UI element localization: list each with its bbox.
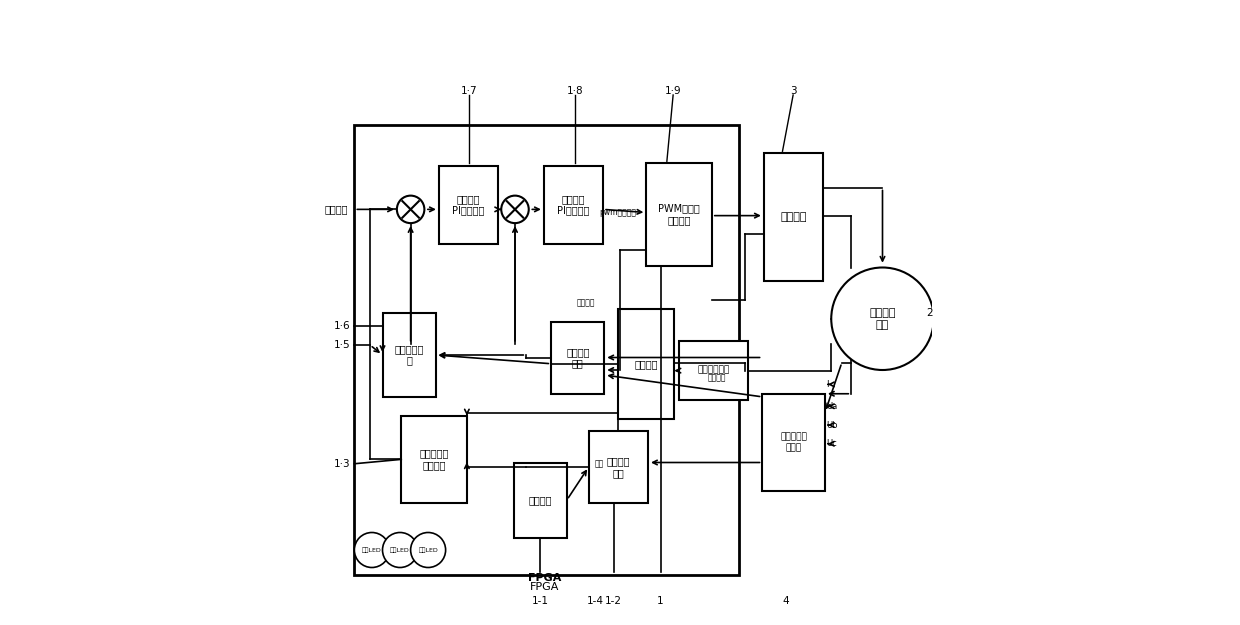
Text: 换相信号: 换相信号 <box>577 299 595 308</box>
Text: 滤波模块: 滤波模块 <box>635 359 658 369</box>
Text: 第一LED: 第一LED <box>362 548 382 552</box>
Text: 检测模块: 检测模块 <box>528 495 552 505</box>
Text: Ub: Ub <box>826 421 838 429</box>
Text: I: I <box>826 380 828 389</box>
Text: 电流: 电流 <box>595 459 604 468</box>
Text: Uc: Uc <box>826 439 837 448</box>
Text: 1·6: 1·6 <box>334 321 350 331</box>
FancyBboxPatch shape <box>680 341 748 400</box>
Text: 反电势过零
检测模块: 反电势过零 检测模块 <box>419 449 449 470</box>
Text: 4: 4 <box>782 596 789 606</box>
Text: 驱动电路: 驱动电路 <box>780 212 807 222</box>
Text: pwm调制信号: pwm调制信号 <box>599 208 636 217</box>
Text: 换向信号: 换向信号 <box>708 374 725 382</box>
Text: 电流计算
模块: 电流计算 模块 <box>567 347 589 369</box>
Circle shape <box>501 196 528 223</box>
FancyBboxPatch shape <box>513 462 567 538</box>
Text: 第三LED: 第三LED <box>418 548 438 552</box>
Text: 第二LED: 第二LED <box>391 548 410 552</box>
Text: 1-4: 1-4 <box>587 596 604 606</box>
Circle shape <box>382 532 418 568</box>
Text: 1·5: 1·5 <box>334 340 350 350</box>
Text: Ua: Ua <box>826 402 837 411</box>
Text: PWM调制及
换向模块: PWM调制及 换向模块 <box>658 203 699 225</box>
Text: 电压电流采
样电路: 电压电流采 样电路 <box>780 432 807 452</box>
Text: 1-1: 1-1 <box>532 596 548 606</box>
FancyBboxPatch shape <box>382 312 435 397</box>
Text: 转速计算模
块: 转速计算模 块 <box>394 344 424 366</box>
Text: 无刷直流
电机: 无刷直流 电机 <box>869 308 895 329</box>
Circle shape <box>355 532 389 568</box>
FancyBboxPatch shape <box>552 322 604 394</box>
FancyBboxPatch shape <box>763 394 825 491</box>
Text: 转速模糊
PI调节模块: 转速模糊 PI调节模块 <box>453 194 485 216</box>
Text: 接口单元
模块: 接口单元 模块 <box>606 456 630 478</box>
Text: 乔尔位置信号: 乔尔位置信号 <box>698 366 730 375</box>
Circle shape <box>397 196 424 223</box>
Text: 1-2: 1-2 <box>605 596 622 606</box>
FancyBboxPatch shape <box>439 166 498 244</box>
Text: 1·8: 1·8 <box>567 86 583 96</box>
Circle shape <box>410 532 445 568</box>
Text: 1·7: 1·7 <box>460 86 477 96</box>
Text: 2: 2 <box>926 308 932 318</box>
Text: 输定速度: 输定速度 <box>325 204 348 214</box>
Text: FPGA: FPGA <box>528 573 562 583</box>
Text: 1·9: 1·9 <box>665 86 682 96</box>
Text: FPGA: FPGA <box>531 582 559 592</box>
FancyBboxPatch shape <box>646 162 712 266</box>
Text: 1·3: 1·3 <box>334 459 350 469</box>
Text: 1: 1 <box>657 596 663 606</box>
FancyBboxPatch shape <box>589 431 649 503</box>
Text: 电流模糊
PI调节模块: 电流模糊 PI调节模块 <box>557 194 590 216</box>
FancyBboxPatch shape <box>618 309 675 419</box>
FancyBboxPatch shape <box>544 166 603 244</box>
FancyBboxPatch shape <box>764 153 823 281</box>
Text: 3: 3 <box>790 86 796 96</box>
Circle shape <box>831 268 934 370</box>
FancyBboxPatch shape <box>402 416 467 503</box>
